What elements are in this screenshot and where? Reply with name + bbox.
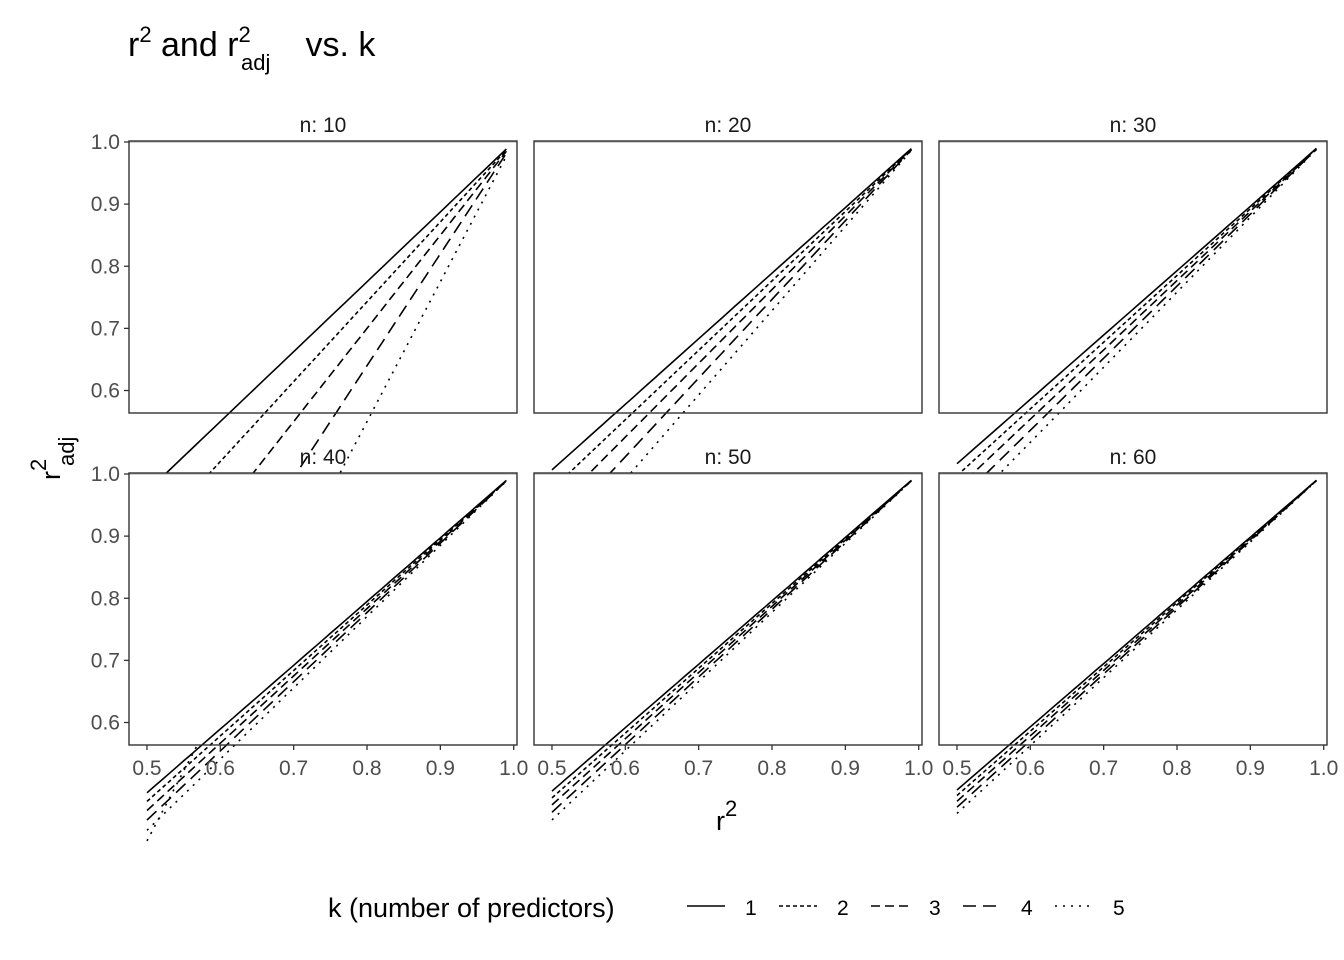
legend-title: k (number of predictors) (328, 893, 615, 923)
x-tick-label: 0.7 (279, 757, 308, 780)
facet-panel-n50: n: 50 0.5 0.6 0.7 0.8 0.9 1.0 (533, 446, 933, 821)
y-tick-label: 0.9 (91, 525, 120, 548)
panel-background (939, 473, 1327, 745)
y-tick-label: 1.0 (91, 131, 120, 154)
series-line-k1 (146, 479, 507, 794)
x-tick-label: 0.8 (1162, 757, 1191, 780)
facet-strip-label: n: 20 (705, 114, 752, 137)
x-tick-label: 0.5 (942, 757, 971, 780)
y-tick-label: 1.0 (91, 463, 120, 486)
panel-background (534, 473, 922, 745)
facet-strip-label: n: 60 (1110, 446, 1157, 469)
x-tick-label: 1.0 (1309, 757, 1338, 780)
y-tick-label: 0.7 (91, 317, 120, 340)
facet-strip-label: n: 30 (1110, 114, 1157, 137)
series-line-k1 (956, 479, 1317, 791)
series-line-k1 (551, 479, 912, 792)
panel-background (939, 141, 1327, 413)
facet-panel-n20: n: 20 (533, 114, 923, 565)
legend-label-k2: 2 (837, 897, 849, 920)
facet-strip-label: n: 40 (300, 446, 347, 469)
x-tick-label: 0.5 (132, 757, 161, 780)
series-line-k4 (146, 480, 507, 821)
y-tick-label: 0.8 (91, 255, 120, 278)
x-tick-label: 0.7 (684, 757, 713, 780)
panel-border (938, 472, 1328, 746)
series-line-k4 (956, 480, 1317, 808)
y-tick-label: 0.8 (91, 587, 120, 610)
legend: k (number of predictors) 1 2 3 4 5 (328, 893, 1125, 923)
x-tick-label: 0.8 (757, 757, 786, 780)
x-tick-label: 0.9 (831, 757, 860, 780)
x-tick-label: 1.0 (904, 757, 933, 780)
x-tick-label: 0.5 (537, 757, 566, 780)
facet-panels: n: 10 0.6 0.7 0.8 0.9 1.0 n: 20 n: 30 n: 40 0.6 0.… (91, 114, 1338, 842)
x-tick-label: 1.0 (499, 757, 528, 780)
series-line-k5 (146, 480, 507, 831)
series-line-k2 (956, 479, 1317, 797)
x-tick-label: 0.6 (206, 757, 235, 780)
series-line-k1 (551, 147, 912, 471)
y-tick-label: 0.9 (91, 193, 120, 216)
series-line-k1 (146, 148, 507, 493)
x-tick-label: 0.6 (611, 757, 640, 780)
series-line-k5 (956, 148, 1317, 518)
series-line-k2 (956, 148, 1317, 477)
facet-panel-n30: n: 30 (938, 114, 1328, 518)
y-tick-label: 0.6 (91, 380, 120, 403)
series-line-k2 (551, 148, 912, 490)
y-axis-title: r2 adj (26, 437, 79, 480)
x-tick-label: 0.6 (1016, 757, 1045, 780)
legend-label-k1: 1 (745, 897, 757, 920)
panel-border (533, 472, 923, 746)
legend-label-k3: 3 (929, 897, 941, 920)
y-tick-label: 0.7 (91, 649, 120, 672)
series-line-k4 (551, 480, 912, 813)
panel-border (128, 472, 518, 746)
series-line-k1 (956, 147, 1317, 465)
series-line-k3 (956, 479, 1317, 802)
series-line-k2 (146, 479, 507, 802)
x-tick-label: 0.9 (1236, 757, 1265, 780)
series-line-k3 (551, 480, 912, 806)
series-line-k3 (551, 148, 912, 512)
x-tick-label: 0.8 (352, 757, 381, 780)
series-line-k3 (146, 150, 508, 609)
panel-border (938, 140, 1328, 414)
series-line-k3 (956, 148, 1317, 490)
series-line-k5 (551, 149, 913, 565)
facet-panel-n40: n: 40 0.6 0.7 0.8 0.9 1.0 0.5 0.6 0.7 0.8 0.9 1.0 (91, 446, 528, 831)
panel-border (533, 140, 923, 414)
facet-panel-n10: n: 10 0.6 0.7 0.8 0.9 1.0 (91, 114, 518, 842)
series-line-k2 (146, 149, 507, 542)
panel-background (129, 473, 517, 745)
series-line-k3 (146, 480, 507, 812)
facet-strip-label: n: 50 (705, 446, 752, 469)
x-tick-label: 0.7 (1089, 757, 1118, 780)
legend-label-k5: 5 (1113, 897, 1125, 920)
legend-label-k4: 4 (1021, 897, 1033, 920)
series-line-k4 (551, 149, 912, 537)
panel-background (534, 141, 922, 413)
panel-border (128, 140, 518, 414)
x-axis-title: r2 (716, 796, 737, 836)
chart-title: r2 and r2 adj vs. k (128, 22, 376, 75)
series-line-k5 (956, 480, 1317, 814)
y-tick-label: 0.6 (91, 712, 120, 735)
facet-panel-n60: n: 60 0.5 0.6 0.7 0.8 0.9 1.0 (938, 446, 1338, 814)
facet-strip-label: n: 10 (300, 114, 347, 137)
panel-background (129, 141, 517, 413)
series-line-k4 (956, 148, 1317, 503)
x-tick-label: 0.9 (426, 757, 455, 780)
